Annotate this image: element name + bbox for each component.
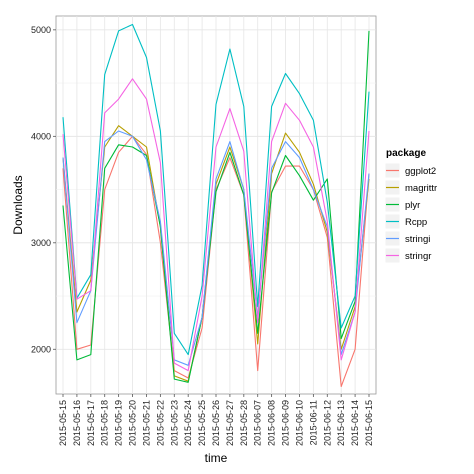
x-tick-label: 2015-05-19	[114, 400, 124, 446]
x-tick-label: 2015-05-20	[128, 400, 138, 446]
x-tick-label: 2015-06-10	[295, 400, 305, 446]
series-line-Rcpp	[62, 23, 370, 356]
legend-label-stringi: stringi	[405, 234, 430, 245]
y-axis: 2000 3000 4000 5000	[31, 25, 56, 354]
x-tick-label: 2015-06-07	[253, 400, 263, 446]
x-tick-label: 2015-05-23	[169, 400, 179, 446]
legend-label-ggplot2: ggplot2	[405, 166, 436, 177]
x-tick-label: 2015-05-21	[142, 400, 152, 446]
series-line-plyr	[62, 30, 370, 383]
grid	[56, 16, 376, 394]
x-tick-label: 2015-05-24	[183, 400, 193, 446]
legend: package ggplot2 magrittr plyr Rcpp stringi st…	[384, 148, 437, 264]
x-tick-label: 2015-06-12	[322, 400, 332, 446]
x-tick-label: 2015-06-14	[350, 400, 360, 446]
x-tick-label: 2015-06-11	[308, 400, 318, 445]
legend-label-stringr: stringr	[405, 251, 431, 262]
series-lines	[62, 23, 370, 388]
x-tick-label: 2015-05-27	[225, 400, 235, 446]
x-tick-label: 2015-05-15	[58, 400, 68, 446]
x-tick-label: 2015-05-22	[155, 400, 165, 446]
x-axis-title: time	[205, 451, 228, 465]
x-tick-label: 2015-05-28	[239, 400, 249, 446]
y-tick-label: 3000	[31, 238, 51, 248]
x-tick-label: 2015-05-17	[86, 400, 96, 446]
y-axis-title: Downloads	[11, 175, 25, 234]
x-tick-label: 2015-06-13	[336, 400, 346, 446]
y-tick-label: 2000	[31, 344, 51, 354]
x-tick-label: 2015-05-18	[100, 400, 110, 446]
y-tick-label: 5000	[31, 25, 51, 35]
legend-label-magrittr: magrittr	[405, 183, 437, 194]
series-line-stringi	[62, 130, 370, 366]
y-tick-label: 4000	[31, 131, 51, 141]
x-tick-label: 2015-06-09	[281, 400, 291, 446]
legend-title: package	[386, 148, 426, 159]
series-line-ggplot2	[62, 135, 370, 388]
x-tick-label: 2015-06-15	[364, 400, 374, 446]
x-tick-label: 2015-05-16	[72, 400, 82, 446]
legend-label-plyr: plyr	[405, 200, 420, 211]
x-tick-label: 2015-05-25	[197, 400, 207, 446]
x-tick-label: 2015-06-08	[267, 400, 277, 446]
legend-label-Rcpp: Rcpp	[405, 217, 427, 228]
series-line-stringr	[62, 78, 370, 372]
x-axis: 2015-05-15 2015-05-16 2015-05-17 2015-05-18…	[58, 394, 374, 446]
x-tick-label: 2015-05-26	[211, 400, 221, 446]
